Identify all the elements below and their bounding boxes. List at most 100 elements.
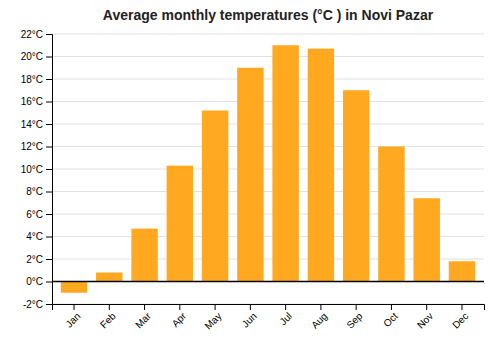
- x-tick: Feb: [98, 304, 118, 330]
- y-tick-mark: [46, 34, 52, 35]
- y-tick-label: 22°C: [21, 29, 43, 40]
- x-tick-mark: [74, 304, 75, 310]
- x-axis-line: [53, 305, 485, 311]
- grid-line: [52, 191, 484, 192]
- y-tick: 12°C: [21, 141, 52, 152]
- x-tick-mark: [285, 304, 286, 310]
- grid: [52, 34, 484, 304]
- x-tick: Nov: [415, 304, 435, 331]
- grid-line: [52, 34, 484, 35]
- y-tick-mark: [46, 259, 52, 260]
- y-tick: 22°C: [21, 29, 52, 40]
- x-tick-mark: [356, 304, 357, 310]
- y-tick: 14°C: [21, 119, 52, 130]
- x-tick-label: Oct: [381, 310, 400, 329]
- y-tick-label: 2°C: [26, 254, 43, 265]
- x-tick-label: Mar: [133, 310, 153, 330]
- x-tick-label: Nov: [415, 310, 435, 330]
- x-tick: Oct: [381, 304, 400, 329]
- bar: [61, 282, 87, 293]
- bar: [96, 273, 122, 282]
- plot: -2°C 0°C 2°C 4°C 6°C 8°C 10°C 12°C 14°C 16°C 18°C 2…: [21, 29, 485, 332]
- x-tick: May: [202, 304, 223, 332]
- y-tick-label: -2°C: [23, 299, 43, 310]
- y-tick-label: 8°C: [26, 186, 43, 197]
- x-tick-mark: [215, 304, 216, 310]
- x-tick-mark: [179, 304, 180, 310]
- y-tick-label: 0°C: [26, 276, 43, 287]
- bars: [52, 45, 484, 293]
- y-tick-mark: [46, 57, 52, 58]
- y-tick: 8°C: [26, 186, 52, 197]
- y-tick: 10°C: [21, 164, 52, 175]
- grid-line: [52, 169, 484, 170]
- chart: -2°C 0°C 2°C 4°C 6°C 8°C 10°C 12°C 14°C 16°C 18°C 2…: [0, 0, 500, 350]
- x-tick-label: Jul: [277, 310, 294, 327]
- grid-line: [52, 56, 484, 57]
- x-axis: Jan Feb Mar Apr May Jun Jul Aug Sep Oct Nov Dec: [53, 304, 485, 332]
- y-tick-label: 18°C: [21, 74, 43, 85]
- x-tick-label: May: [202, 310, 223, 331]
- y-tick: 2°C: [26, 254, 52, 265]
- x-tick-label: Jan: [63, 310, 82, 329]
- x-tick: Mar: [133, 304, 153, 330]
- bar: [167, 166, 193, 282]
- y-tick-label: 14°C: [21, 119, 43, 130]
- y-tick-mark: [46, 169, 52, 170]
- x-tick-mark: [109, 304, 110, 310]
- x-tick: Apr: [170, 304, 189, 329]
- y-tick: 20°C: [21, 51, 52, 62]
- grid-line: [52, 124, 484, 125]
- grid-line: [52, 79, 484, 80]
- zero-line: [52, 281, 484, 283]
- x-tick-mark: [144, 304, 145, 310]
- y-tick-label: 6°C: [26, 209, 43, 220]
- x-tick: Jun: [240, 304, 259, 330]
- y-tick-label: 10°C: [21, 164, 43, 175]
- x-tick: Jul: [277, 304, 294, 327]
- y-tick-label: 4°C: [26, 231, 43, 242]
- y-tick-label: 12°C: [21, 141, 43, 152]
- x-tick-label: Feb: [98, 310, 118, 330]
- bar: [131, 229, 157, 282]
- x-tick-label: Apr: [170, 310, 189, 329]
- x-tick-mark: [461, 304, 462, 310]
- x-tick-label: Aug: [309, 310, 329, 330]
- y-tick: 16°C: [21, 96, 52, 107]
- y-tick-mark: [46, 304, 52, 305]
- y-tick: 4°C: [26, 231, 52, 242]
- y-tick-mark: [46, 102, 52, 103]
- bar: [449, 261, 475, 281]
- y-axis-line: [46, 35, 53, 305]
- y-tick: 18°C: [21, 74, 52, 85]
- grid-line: [52, 146, 484, 147]
- bar: [202, 111, 228, 282]
- y-tick-mark: [46, 237, 52, 238]
- grid-line: [52, 101, 484, 102]
- x-tick-mark: [426, 304, 427, 310]
- grid-line: [52, 281, 484, 282]
- x-tick-mark: [320, 304, 321, 310]
- y-tick-mark: [46, 192, 52, 193]
- x-tick: Dec: [450, 304, 470, 331]
- title: Average monthly temperatures (°C ) in No…: [103, 7, 434, 23]
- y-tick-mark: [46, 124, 52, 125]
- y-tick-label: 20°C: [21, 51, 43, 62]
- x-tick: Jan: [63, 304, 82, 330]
- y-tick-mark: [46, 282, 52, 283]
- y-tick-label: 16°C: [21, 96, 43, 107]
- y-axis: -2°C 0°C 2°C 4°C 6°C 8°C 10°C 12°C 14°C 16°C 18°C 2…: [21, 29, 53, 310]
- bar: [413, 198, 439, 281]
- x-tick-label: Jun: [240, 310, 259, 329]
- x-tick-label: Sep: [344, 310, 365, 331]
- x-tick-mark: [391, 304, 392, 310]
- x-tick-label: Dec: [450, 310, 470, 330]
- bar: [378, 147, 404, 282]
- x-tick: Sep: [344, 304, 365, 331]
- bar: [272, 45, 298, 281]
- y-tick: 0°C: [26, 276, 52, 287]
- bar: [237, 68, 263, 282]
- y-tick-mark: [46, 214, 52, 215]
- y-tick: -2°C: [23, 299, 52, 310]
- y-tick-mark: [46, 79, 52, 80]
